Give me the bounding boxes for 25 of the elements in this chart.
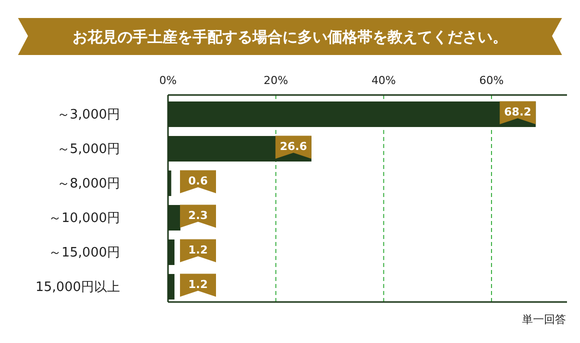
data-label: 26.6 (275, 136, 312, 159)
x-tick-label: 0% (159, 74, 177, 87)
data-label: 26.6 (280, 140, 308, 153)
text: 単一回答 (522, 313, 566, 326)
x-tick-label: 20% (264, 74, 288, 87)
data-label: 2.3 (188, 208, 208, 222)
x-tick-label: 60% (479, 74, 504, 87)
title: お花見の手土産を手配する場合に多い価格帯を教えてください。 (18, 18, 562, 55)
x-tick-label: 40% (371, 74, 396, 87)
data-label: 0.6 (180, 170, 216, 194)
y-tick-label: ～10,000円 (48, 210, 120, 226)
data-label: 2.3 (180, 204, 216, 228)
chart-title: お花見の手土産を手配する場合に多い価格帯を教えてください。 (72, 28, 508, 46)
data-label: 1.2 (188, 243, 208, 256)
data-label: 0.6 (188, 174, 208, 188)
y-tick-label: ～3,000円 (56, 107, 120, 122)
y-tick-label: ～15,000円 (48, 245, 120, 260)
data-label: 1.2 (188, 278, 208, 291)
y-tick-label: ～8,000円 (56, 176, 120, 192)
data-label: 1.2 (180, 239, 216, 262)
data-label: 68.2 (500, 101, 536, 124)
y-tick-label: 15,000円以上 (36, 280, 120, 295)
y-tick-label: ～5,000円 (56, 142, 120, 157)
data-label: 1.2 (180, 274, 216, 297)
data-label: 68.2 (504, 105, 532, 118)
